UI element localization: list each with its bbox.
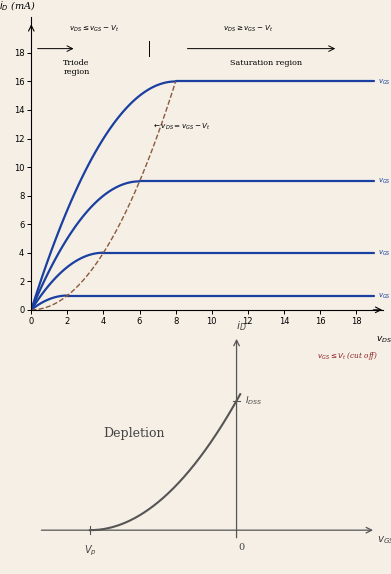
Text: $i_D$ (mA): $i_D$ (mA) xyxy=(0,0,36,13)
Text: 0: 0 xyxy=(239,543,245,552)
Text: $\leftarrow v_{DS} = v_{GS} - V_t$: $\leftarrow v_{DS} = v_{GS} - V_t$ xyxy=(152,122,211,132)
Text: $v_{GS} \leq V_t$ (cut off): $v_{GS} \leq V_t$ (cut off) xyxy=(317,350,378,362)
Text: Saturation region: Saturation region xyxy=(230,59,302,67)
Text: $v_{DS} \leq v_{GS} - V_t$: $v_{DS} \leq v_{GS} - V_t$ xyxy=(69,24,120,34)
Text: $v_{DS} \geq v_{GS} - V_t$: $v_{DS} \geq v_{GS} - V_t$ xyxy=(223,24,273,34)
Text: $I_{DSS}$: $I_{DSS}$ xyxy=(246,394,263,407)
Text: $v_{GS} = V_t + 8$: $v_{GS} = V_t + 8$ xyxy=(378,76,391,87)
Text: $i_D$: $i_D$ xyxy=(236,320,246,333)
Text: $v_{DS}$ (V): $v_{DS}$ (V) xyxy=(376,331,391,344)
Text: Depletion: Depletion xyxy=(103,426,165,440)
Text: $v_{GS} = V_t + 6$: $v_{GS} = V_t + 6$ xyxy=(378,176,391,187)
Text: $V_p$: $V_p$ xyxy=(84,543,96,557)
Text: Triode
region: Triode region xyxy=(63,59,90,76)
Text: $v_{GS} = V_t + 2$: $v_{GS} = V_t + 2$ xyxy=(378,290,391,301)
Text: $v_{GS} = V_t + 4$: $v_{GS} = V_t + 4$ xyxy=(378,247,391,258)
Text: $v_{GS}$: $v_{GS}$ xyxy=(377,534,391,546)
